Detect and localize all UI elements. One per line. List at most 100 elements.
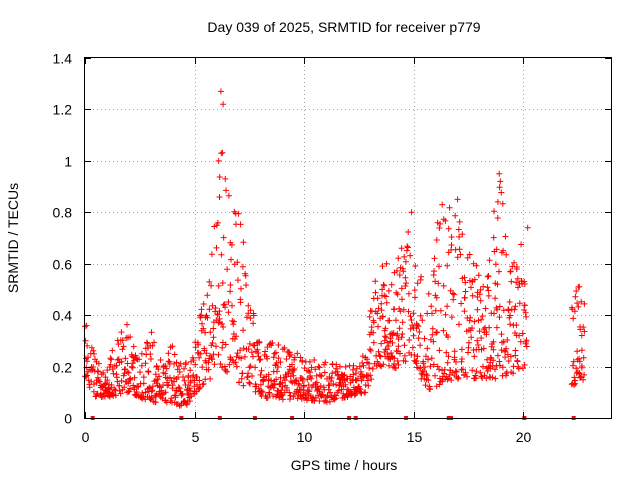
data-point xyxy=(471,318,478,325)
data-point xyxy=(408,317,415,323)
data-point xyxy=(405,308,412,315)
data-point xyxy=(308,375,315,382)
data-point xyxy=(294,350,301,357)
data-point xyxy=(281,344,288,351)
data-point xyxy=(279,346,286,353)
data-point xyxy=(476,328,483,335)
data-point xyxy=(232,359,239,366)
data-point xyxy=(439,367,446,374)
data-point xyxy=(419,371,426,378)
data-point xyxy=(204,314,211,321)
data-point xyxy=(208,355,215,361)
data-point xyxy=(367,347,374,354)
data-point xyxy=(278,393,285,399)
data-point xyxy=(268,377,275,384)
data-point xyxy=(250,320,257,327)
data-point xyxy=(391,360,398,367)
data-point xyxy=(512,303,519,310)
data-point xyxy=(523,313,530,320)
data-point xyxy=(219,344,226,351)
y-axis-label: SRMTID / TECUs xyxy=(5,183,21,293)
data-point xyxy=(82,373,89,380)
data-point xyxy=(244,373,251,380)
data-point xyxy=(272,349,279,356)
data-point xyxy=(224,368,231,375)
data-point xyxy=(452,212,459,219)
data-point xyxy=(448,377,455,384)
data-point xyxy=(113,362,120,369)
data-point xyxy=(217,88,224,95)
data-point xyxy=(380,361,387,368)
data-point xyxy=(172,392,179,399)
data-point xyxy=(467,314,474,321)
data-point xyxy=(116,382,123,389)
y-tick-label: 0 xyxy=(64,411,72,427)
data-point xyxy=(117,390,124,397)
data-point xyxy=(286,389,293,396)
data-point xyxy=(499,364,506,371)
data-point xyxy=(383,299,390,306)
data-point xyxy=(465,344,472,351)
data-point xyxy=(222,341,229,348)
data-point xyxy=(453,359,459,365)
data-point xyxy=(125,369,132,376)
data-point xyxy=(407,313,414,320)
data-point xyxy=(325,386,332,393)
data-point xyxy=(493,324,500,331)
data-point xyxy=(136,356,143,363)
data-point xyxy=(305,367,312,374)
data-point xyxy=(516,300,523,307)
data-point xyxy=(95,360,102,367)
data-point xyxy=(200,301,207,307)
data-point xyxy=(434,363,441,370)
data-point xyxy=(313,379,320,386)
data-point xyxy=(257,381,264,388)
data-point xyxy=(206,306,213,313)
data-point xyxy=(257,371,264,378)
data-point xyxy=(374,295,381,302)
data-point xyxy=(444,359,451,366)
y-tick-label: 1.4 xyxy=(53,51,73,67)
data-point xyxy=(578,347,585,354)
data-point xyxy=(437,220,444,227)
y-tick-label: 0.8 xyxy=(53,205,73,221)
data-point xyxy=(349,366,356,373)
data-point xyxy=(186,398,193,405)
data-point xyxy=(228,241,235,248)
data-point xyxy=(100,369,107,376)
data-point xyxy=(379,313,386,320)
data-point xyxy=(147,351,154,358)
data-point xyxy=(90,347,97,354)
data-point xyxy=(486,324,493,331)
data-point xyxy=(511,259,517,266)
data-point xyxy=(473,368,480,375)
data-point xyxy=(517,338,524,345)
data-point xyxy=(508,278,515,285)
data-point xyxy=(394,358,401,364)
data-point xyxy=(240,327,247,334)
data-point xyxy=(156,373,163,380)
data-point xyxy=(407,252,414,259)
data-point xyxy=(386,362,392,369)
data-point xyxy=(458,356,465,362)
data-point xyxy=(471,353,478,360)
data-point xyxy=(509,263,516,270)
data-point xyxy=(402,258,409,265)
data-point xyxy=(312,366,319,373)
data-point xyxy=(369,365,376,372)
data-point xyxy=(356,363,363,370)
data-point xyxy=(413,357,420,364)
data-point xyxy=(112,392,119,399)
data-point xyxy=(483,331,490,338)
data-point xyxy=(103,380,109,387)
data-point xyxy=(433,329,440,336)
data-point xyxy=(154,376,161,383)
data-point xyxy=(505,358,512,364)
data-point xyxy=(91,381,97,388)
data-point xyxy=(242,272,249,279)
data-point xyxy=(574,300,581,307)
data-point xyxy=(277,359,284,366)
data-point xyxy=(112,387,119,394)
data-point xyxy=(398,245,405,252)
data-point xyxy=(571,308,578,315)
